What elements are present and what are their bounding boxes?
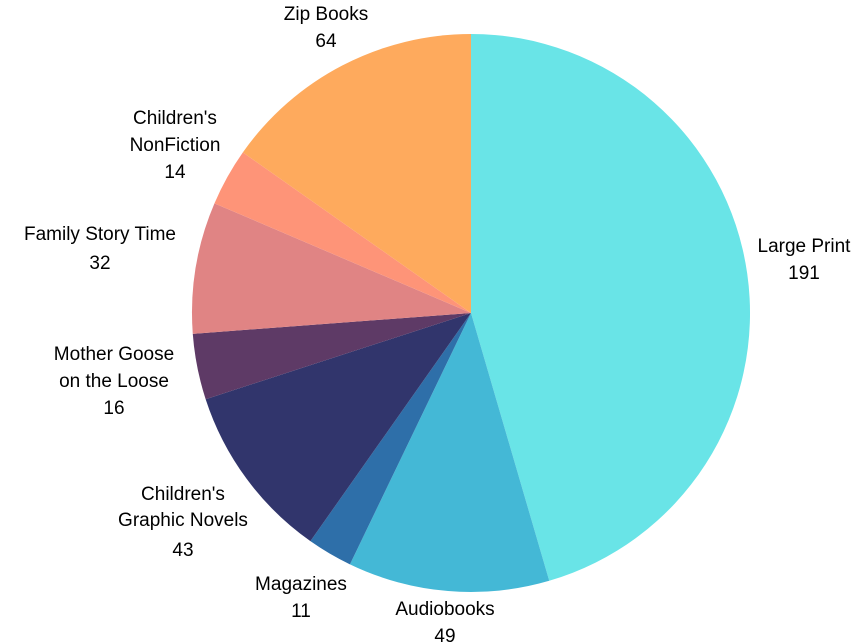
slice-value-magazines: 11 <box>291 601 311 622</box>
slice-value-audiobooks: 49 <box>434 626 455 643</box>
slice-label-mother-goose-on-the-loose: Mother Goose on the Loose 16 <box>54 344 174 419</box>
labels-layer: Large Print 191 Audiobooks 49 Magazines 11 Chi… <box>24 4 851 643</box>
slice-value-children-s-graphic-novels: 43 <box>172 540 193 561</box>
pie-slice-children-s-nonfiction <box>214 152 471 313</box>
slice-label-children-s-graphic-novels: Children's Graphic Novels 43 <box>118 484 248 561</box>
slice-value-large-print: 191 <box>788 263 820 284</box>
slice-name-children-s-nonfiction: NonFiction <box>130 135 221 156</box>
pie-slice-children-s-graphic-novels <box>205 313 471 542</box>
slice-name-children-s-nonfiction: Children's <box>133 108 217 129</box>
slice-value-children-s-nonfiction: 14 <box>164 162 186 183</box>
slice-name-family-story-time: Family Story Time <box>24 224 176 245</box>
pie-slice-large-print <box>471 34 751 581</box>
slice-name-magazines: Magazines <box>255 574 347 595</box>
pie-slice-magazines <box>310 313 471 565</box>
slice-name-large-print: Large Print <box>758 236 852 257</box>
pie-slice-mother-goose-on-the-loose <box>192 313 471 400</box>
slice-label-magazines: Magazines 11 <box>255 574 347 622</box>
slice-label-audiobooks: Audiobooks 49 <box>395 599 494 643</box>
slice-name-children-s-graphic-novels: Graphic Novels <box>118 510 248 531</box>
pie-slice-zip-books <box>242 34 471 313</box>
slice-name-audiobooks: Audiobooks <box>395 599 494 620</box>
pie-slice-audiobooks <box>349 313 550 593</box>
slice-value-family-story-time: 32 <box>89 253 110 274</box>
slice-label-zip-books: Zip Books 64 <box>284 4 368 52</box>
slice-label-family-story-time: Family Story Time 32 <box>24 224 176 274</box>
slice-name-children-s-graphic-novels: Children's <box>141 484 225 505</box>
slice-name-mother-goose-on-the-loose: on the Loose <box>59 371 169 392</box>
slice-value-zip-books: 64 <box>315 31 337 52</box>
pie-slice-family-story-time <box>191 203 471 334</box>
slices-layer <box>191 34 751 593</box>
slice-value-mother-goose-on-the-loose: 16 <box>103 398 124 419</box>
slice-label-large-print: Large Print 191 <box>758 236 852 284</box>
slice-name-zip-books: Zip Books <box>284 4 368 25</box>
slice-name-mother-goose-on-the-loose: Mother Goose <box>54 344 174 365</box>
slice-label-children-s-nonfiction: Children's NonFiction 14 <box>130 108 221 183</box>
